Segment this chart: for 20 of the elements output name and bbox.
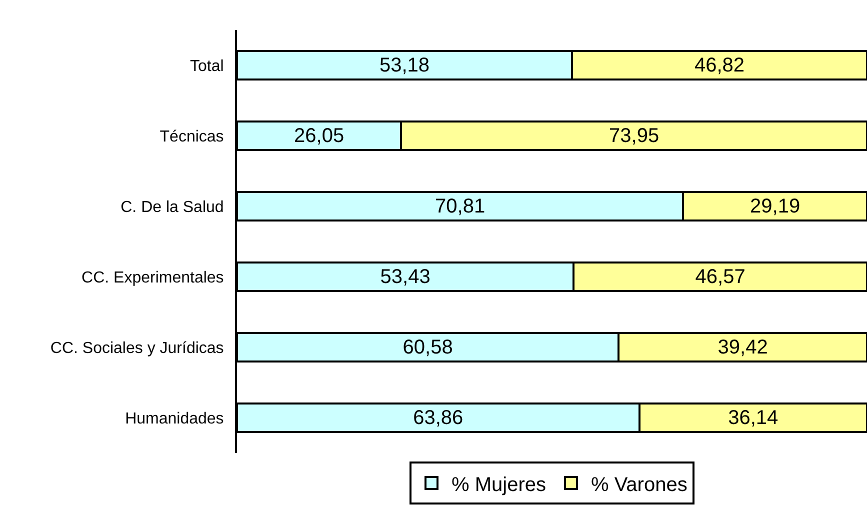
- y-tick-label: CC. Sociales y Jurídicas: [50, 340, 224, 357]
- data-label: 46,82: [694, 54, 745, 76]
- data-label: 39,42: [718, 336, 768, 358]
- legend-label: % Varones: [590, 474, 688, 496]
- data-label: 36,14: [728, 406, 778, 429]
- data-label: 53,18: [379, 54, 430, 76]
- data-label: 73,95: [609, 124, 660, 147]
- data-label: 46,57: [695, 266, 746, 288]
- y-tick-label: Técnicas: [160, 128, 224, 146]
- data-label: 53,43: [380, 266, 430, 288]
- data-label: 26,05: [294, 124, 344, 147]
- data-label: 70,81: [435, 195, 486, 218]
- data-label: 29,19: [750, 195, 800, 218]
- y-tick-label: CC. Experimentales: [82, 269, 224, 286]
- y-tick-label: Total: [190, 58, 224, 75]
- data-label: 60,58: [402, 336, 453, 358]
- y-tick-label: C. De la Salud: [120, 198, 224, 216]
- data-label: 63,86: [413, 406, 464, 429]
- legend-label: % Mujeres: [452, 474, 546, 496]
- y-tick-label: Humanidades: [125, 410, 224, 428]
